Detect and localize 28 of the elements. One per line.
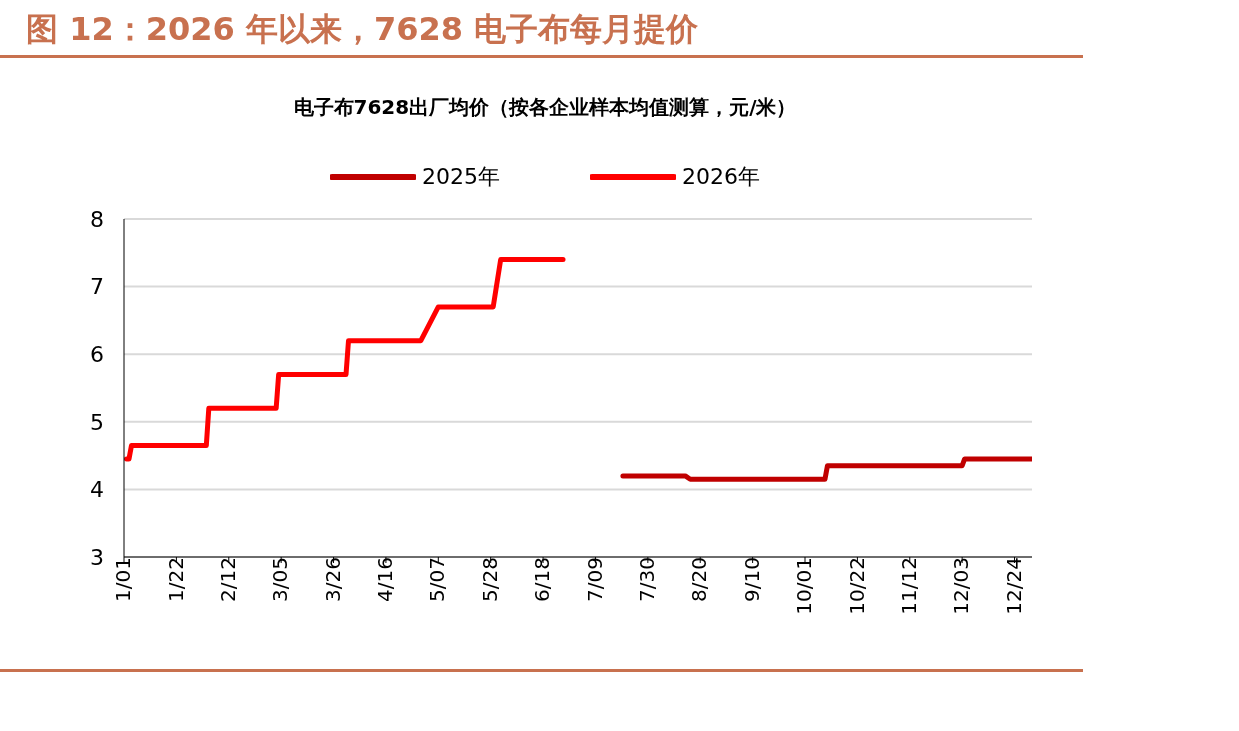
- x-tick-label: 12/24: [1001, 557, 1026, 615]
- y-tick-label: 5: [90, 409, 104, 435]
- legend-label: 2025年: [422, 163, 500, 191]
- x-tick-label: 5/28: [477, 557, 502, 602]
- chart-title: 图 12：2026 年以来，7628 电子布每月提价: [26, 9, 699, 50]
- x-tick-label: 5/07: [425, 557, 450, 602]
- x-tick-label: 12/03: [949, 557, 974, 615]
- y-tick-label: 8: [90, 206, 104, 232]
- x-tick-label: 10/01: [792, 557, 817, 615]
- x-tick-label: 1/01: [111, 557, 136, 602]
- y-tick-label: 6: [90, 342, 104, 368]
- chart-subtitle: 电子布7628出厂均价（按各企业样本均值测算，元/米）: [292, 94, 798, 121]
- x-tick-label: 3/05: [268, 557, 293, 602]
- x-tick-label: 8/20: [687, 557, 712, 602]
- x-tick-label: 10/22: [844, 557, 869, 615]
- x-tick-label: 2/12: [215, 557, 240, 602]
- x-tick-label: 11/12: [896, 557, 921, 615]
- x-tick-label: 3/26: [320, 557, 345, 602]
- y-tick-label: 3: [90, 544, 104, 570]
- y-tick-label: 7: [90, 274, 104, 300]
- legend-label: 2026年: [682, 163, 760, 191]
- x-tick-label: 7/09: [582, 557, 607, 602]
- x-tick-label: 9/10: [739, 557, 764, 602]
- x-tick-label: 7/30: [635, 557, 660, 602]
- x-tick-label: 1/22: [163, 557, 188, 602]
- x-tick-label: 4/16: [373, 557, 398, 602]
- x-tick-label: 6/18: [530, 557, 555, 602]
- y-tick-label: 4: [90, 477, 104, 503]
